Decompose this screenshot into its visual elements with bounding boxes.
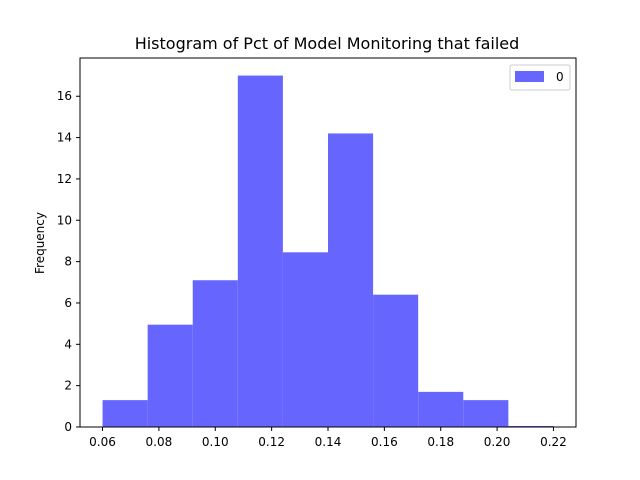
legend-swatch <box>515 71 544 82</box>
x-tick-label: 0.14 <box>315 435 342 449</box>
x-tick-label: 0.20 <box>484 435 511 449</box>
x-tick-label: 0.08 <box>146 435 173 449</box>
histogram-bar <box>373 294 419 427</box>
y-axis-label: Frequency <box>33 212 47 274</box>
chart-title: Histogram of Pct of Model Monitoring tha… <box>135 34 520 53</box>
y-tick-label: 16 <box>57 89 72 103</box>
legend-label: 0 <box>556 70 564 84</box>
histogram-bar <box>282 252 328 427</box>
histogram-bar <box>418 391 464 427</box>
x-tick-label: 0.06 <box>89 435 116 449</box>
histogram-bar <box>147 324 193 427</box>
x-tick-label: 0.12 <box>258 435 285 449</box>
y-axis: 0 2 4 6 8 10 12 14 16 <box>57 89 80 434</box>
x-tick-label: 0.16 <box>371 435 398 449</box>
histogram-bar <box>102 400 148 427</box>
y-tick-label: 4 <box>64 337 72 351</box>
x-tick-label: 0.22 <box>540 435 567 449</box>
y-tick-label: 10 <box>57 213 72 227</box>
y-tick-label: 2 <box>64 379 72 393</box>
histogram-bar <box>463 400 509 427</box>
y-tick-label: 14 <box>57 131 72 145</box>
y-tick-label: 12 <box>57 172 72 186</box>
histogram-bar <box>328 133 374 427</box>
x-axis: 0.06 0.08 0.10 0.12 0.14 0.16 0.18 0.20 0.22 <box>89 427 567 449</box>
legend: 0 <box>509 64 571 91</box>
bars-group <box>102 75 554 428</box>
histogram-bar <box>192 280 238 427</box>
y-tick-label: 6 <box>64 296 72 310</box>
x-tick-label: 0.18 <box>427 435 454 449</box>
histogram-bar <box>237 75 283 428</box>
y-tick-label: 8 <box>64 255 72 269</box>
x-tick-label: 0.10 <box>202 435 229 449</box>
y-tick-label: 0 <box>64 420 72 434</box>
histogram-bar <box>508 425 554 427</box>
